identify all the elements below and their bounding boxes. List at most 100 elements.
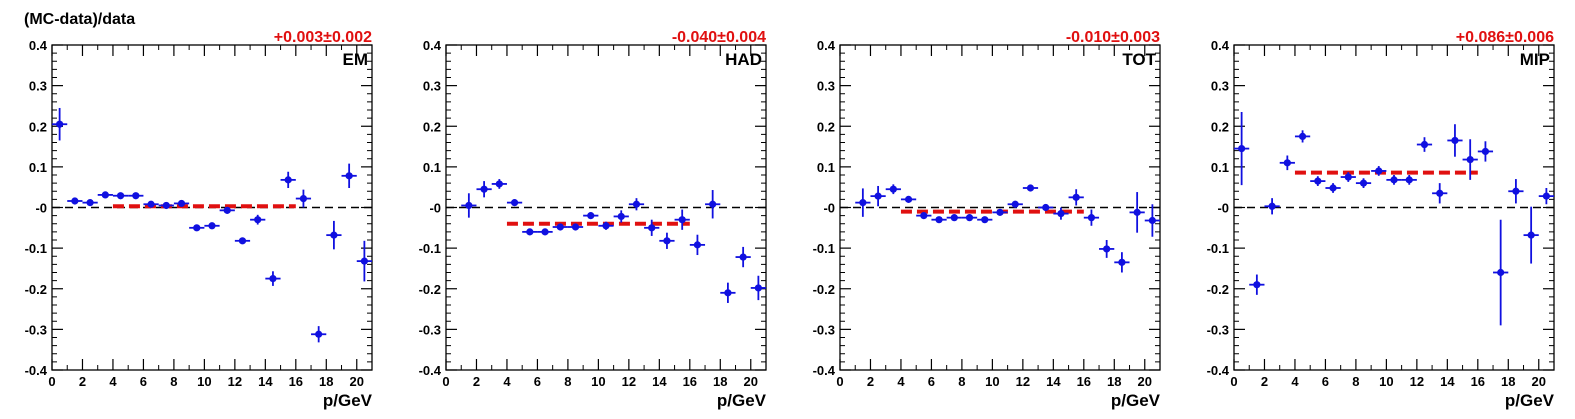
y-tick-label: -0 — [1217, 201, 1229, 216]
marker — [1542, 192, 1550, 200]
marker — [1298, 132, 1307, 141]
marker — [1057, 209, 1065, 218]
marker — [724, 289, 732, 297]
x-tick-label: 12 — [622, 374, 636, 389]
y-tick-label: 0.3 — [817, 79, 835, 94]
y-tick-label: 0.1 — [1211, 160, 1229, 175]
marker — [663, 237, 671, 245]
data-point — [1022, 184, 1039, 192]
data-point — [522, 228, 538, 236]
data-point — [97, 191, 113, 199]
marker — [1512, 187, 1520, 195]
x-tick-label: 8 — [170, 374, 177, 389]
data-point — [476, 181, 492, 198]
x-tick-label: 0 — [48, 374, 55, 389]
y-tick-label: -0.4 — [419, 363, 442, 378]
x-tick-label: 10 — [985, 374, 999, 389]
y-tick-label: -0.3 — [1207, 322, 1229, 337]
marker — [1148, 216, 1156, 225]
marker — [132, 192, 140, 200]
data-point — [931, 216, 947, 224]
x-tick-label: 4 — [503, 374, 511, 389]
data-point — [659, 232, 675, 249]
fit-annotation: +0.003±0.002 — [274, 29, 372, 46]
data-point — [52, 107, 68, 141]
y-tick-label: 0.2 — [29, 119, 47, 134]
data-point — [250, 214, 266, 225]
data-point — [977, 216, 993, 224]
marker — [693, 241, 702, 249]
y-tick-label: -0.3 — [813, 322, 835, 337]
x-tick-label: 20 — [1532, 374, 1546, 389]
fit-annotation: -0.040±0.004 — [672, 29, 766, 46]
data-point — [735, 246, 751, 268]
marker — [904, 195, 913, 203]
data-point — [1264, 198, 1280, 215]
marker — [754, 284, 762, 292]
y-tick-label: 0.2 — [1211, 119, 1229, 134]
data-point — [341, 163, 357, 188]
marker — [465, 201, 473, 210]
data-point — [1038, 203, 1054, 212]
data-point — [628, 198, 645, 211]
marker — [1451, 136, 1459, 145]
data-point — [1355, 178, 1372, 188]
data-point — [613, 210, 629, 223]
data-point — [82, 199, 98, 207]
marker — [238, 237, 247, 245]
x-tick-label: 10 — [591, 374, 605, 389]
marker — [1133, 208, 1141, 216]
data-point — [1416, 137, 1433, 152]
data-point — [705, 190, 721, 219]
x-tick-label: 6 — [928, 374, 935, 389]
y-tick-label: 0.4 — [817, 38, 836, 53]
marker — [1375, 167, 1383, 175]
x-tick-label: 2 — [79, 374, 86, 389]
x-tick-label: 2 — [1261, 374, 1268, 389]
marker — [571, 223, 580, 231]
data-point — [189, 224, 205, 232]
y-tick-label: 0.2 — [423, 119, 441, 134]
x-tick-label: 20 — [744, 374, 758, 389]
y-tick-label: 0.3 — [29, 79, 47, 94]
data-point — [992, 208, 1008, 216]
marker — [1527, 231, 1535, 239]
marker — [177, 199, 186, 208]
data-point — [1310, 176, 1326, 186]
data-point — [1432, 183, 1448, 204]
marker — [739, 253, 747, 261]
y-tick-label: -0.2 — [419, 282, 441, 297]
y-tick-label: -0.1 — [25, 241, 47, 256]
marker — [254, 216, 262, 224]
marker — [223, 206, 231, 214]
x-axis-title: p/GeV — [1505, 391, 1555, 410]
marker — [345, 172, 353, 180]
marker — [632, 200, 641, 208]
marker — [1497, 268, 1505, 277]
data-point — [946, 214, 962, 222]
x-tick-label: 0 — [1230, 374, 1237, 389]
marker — [709, 200, 717, 208]
data-point — [537, 228, 553, 236]
marker — [996, 208, 1004, 216]
x-tick-label: 14 — [258, 374, 273, 389]
data-point — [1340, 172, 1356, 182]
marker — [678, 216, 686, 224]
y-tick-label: -0.4 — [1207, 363, 1230, 378]
marker — [541, 228, 549, 236]
data-point — [1493, 219, 1509, 326]
x-tick-label: 16 — [1471, 374, 1485, 389]
x-tick-label: 4 — [897, 374, 905, 389]
data-point — [1083, 209, 1100, 226]
marker — [556, 223, 564, 231]
marker — [495, 180, 503, 188]
marker — [602, 222, 610, 230]
data-point — [143, 200, 159, 208]
marker — [526, 228, 534, 236]
marker — [162, 201, 170, 210]
x-tick-label: 16 — [1077, 374, 1091, 389]
marker — [1481, 147, 1490, 156]
x-tick-label: 18 — [713, 374, 727, 389]
y-tick-label: 0.4 — [423, 38, 442, 53]
